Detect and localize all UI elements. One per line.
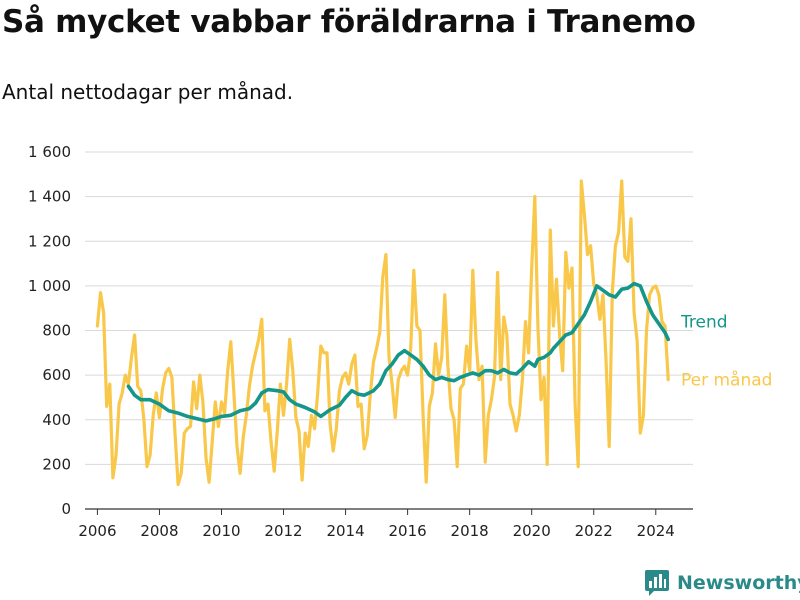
per-manad-line <box>95 179 670 487</box>
y-tick-label: 1 400 <box>28 188 71 206</box>
x-axis: 2006 2008 2010 2012 2014 2016 2018 2020 2022 2024 <box>78 508 693 540</box>
x-tick-label: 2016 <box>389 522 427 540</box>
y-tick-label: 0 <box>61 500 71 518</box>
y-tick-label: 200 <box>42 455 71 473</box>
newsworthy-logo: Newsworthy <box>645 568 800 598</box>
trend-label: Trend <box>680 312 728 332</box>
x-tick-label: 2022 <box>575 522 613 540</box>
x-tick-label: 2006 <box>78 522 116 540</box>
chart-subtitle: Antal nettodagar per månad. <box>2 80 294 104</box>
series-labels: Per månad Trend <box>680 312 772 390</box>
x-tick-label: 2018 <box>451 522 489 540</box>
newsworthy-chart-icon <box>645 570 669 596</box>
x-tick-label: 2014 <box>326 522 364 540</box>
y-tick-label: 600 <box>42 366 71 384</box>
brand-name: Newsworthy <box>677 572 800 594</box>
per-manad-label: Per månad <box>681 370 772 391</box>
x-tick-label: 2012 <box>264 522 302 540</box>
chart-title: Så mycket vabbar föräldrarna i Tranemo <box>2 4 696 40</box>
series-lines <box>95 179 670 487</box>
y-axis-ticks: 0 200 400 600 800 1 000 1 200 1 400 1 600 <box>28 143 71 518</box>
y-tick-label: 400 <box>42 411 71 429</box>
gridlines <box>85 151 693 465</box>
x-tick-label: 2020 <box>513 522 551 540</box>
x-tick-label: 2010 <box>202 522 240 540</box>
x-tick-label: 2008 <box>140 522 178 540</box>
y-tick-label: 1 200 <box>28 232 71 250</box>
y-tick-label: 1 000 <box>28 277 71 295</box>
y-tick-label: 800 <box>42 322 71 340</box>
y-tick-label: 1 600 <box>28 143 71 161</box>
trend-line <box>126 281 670 423</box>
x-tick-label: 2024 <box>637 522 675 540</box>
